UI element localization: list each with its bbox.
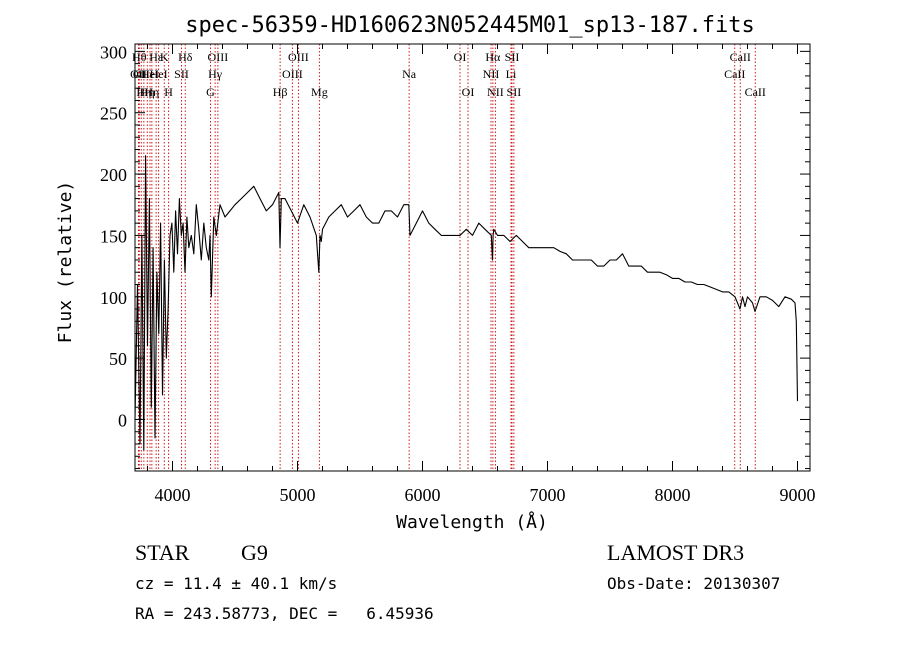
line-marker-label-16: Hβ — [273, 85, 288, 99]
line-marker-label-4: Hη — [140, 85, 155, 99]
x-tick-label-2: 6000 — [405, 485, 441, 505]
spectrum-series-line — [134, 155, 799, 451]
y-tick-label-5: 250 — [100, 104, 127, 124]
line-marker-label-29: CaII — [724, 67, 745, 81]
line-marker-label-28: SII — [507, 85, 522, 99]
line-marker-label-31: CaII — [745, 85, 766, 99]
line-marker-label-20: Na — [402, 67, 417, 81]
line-marker-label-5: HeI — [141, 67, 159, 81]
x-tick-label-0: 4000 — [155, 485, 191, 505]
line-marker-label-22: OI — [462, 85, 475, 99]
chart-title: spec-56359-HD160623N052445M01_sp13-187.f… — [185, 13, 755, 38]
emission-line-labels: OIIHθOIIHηHηHeIHηHεHeIKHSIIHδGHγOIIIHβOI… — [130, 50, 766, 99]
line-marker-label-3: Hη — [136, 85, 151, 99]
x-tick-label-3: 7000 — [530, 485, 566, 505]
line-marker-label-27: SII — [505, 50, 520, 64]
y-axis-ticks: 0 50 100 150 200 250 300 — [100, 42, 810, 470]
y-tick-label-6: 300 — [100, 42, 127, 62]
x-axis-ticks: 4000 5000 6000 7000 8000 9000 — [147, 44, 816, 505]
x-tick-label-5: 9000 — [780, 485, 816, 505]
line-marker-label-13: G — [206, 85, 215, 99]
line-marker-label-21: OI — [454, 50, 467, 64]
y-tick-label-4: 200 — [100, 165, 127, 185]
line-marker-label-18: OIII — [288, 50, 309, 64]
line-marker-label-8: HeI — [150, 67, 168, 81]
line-marker-label-25: NII — [487, 85, 504, 99]
survey-name: LAMOST DR3 — [607, 540, 744, 565]
line-marker-label-19: Mg — [311, 85, 328, 99]
spectral-subclass: G9 — [241, 540, 268, 565]
line-marker-label-9: K — [160, 50, 169, 64]
redshift-velocity: cz = 11.4 ± 40.1 km/s — [135, 574, 337, 593]
line-marker-label-2: OII — [133, 67, 150, 81]
x-tick-label-1: 5000 — [280, 485, 316, 505]
y-tick-label-1: 50 — [109, 349, 127, 369]
object-class: STAR — [135, 540, 190, 565]
line-marker-label-24: Hα — [485, 50, 501, 64]
line-marker-label-1: Hθ — [132, 50, 147, 64]
y-tick-label-2: 100 — [100, 288, 127, 308]
line-marker-label-17: OIII — [282, 67, 303, 81]
line-marker-label-6: Hη — [144, 85, 159, 99]
line-marker-label-10: H — [164, 85, 173, 99]
x-tick-label-4: 8000 — [655, 485, 691, 505]
line-marker-label-11: SII — [174, 67, 189, 81]
y-tick-label-0: 0 — [118, 410, 127, 430]
line-marker-label-0: OII — [130, 67, 147, 81]
observation-date: Obs-Date: 20130307 — [607, 574, 780, 593]
y-tick-label-3: 150 — [100, 226, 127, 246]
y-axis-title: Flux (relative) — [55, 181, 76, 344]
line-marker-label-15: OIII — [208, 50, 229, 64]
line-marker-label-30: CaII — [730, 50, 751, 64]
x-axis-title: Wavelength (Å) — [396, 511, 548, 533]
emission-line-markers — [138, 44, 756, 471]
coordinates: RA = 243.58773, DEC = 6.45936 — [135, 604, 434, 623]
line-marker-label-26: Li — [506, 67, 517, 81]
line-marker-label-14: Hγ — [208, 67, 223, 81]
line-marker-label-12: Hδ — [178, 50, 193, 64]
plot-frame — [134, 43, 811, 472]
line-marker-label-7: Hε — [149, 50, 163, 64]
line-marker-label-23: NII — [483, 67, 500, 81]
